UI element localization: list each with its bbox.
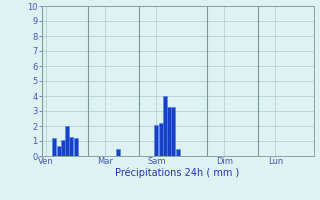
- Bar: [155, 124, 158, 156]
- Bar: [57, 146, 60, 156]
- Bar: [61, 140, 65, 156]
- Bar: [172, 106, 175, 156]
- Bar: [163, 96, 167, 156]
- Bar: [74, 138, 77, 156]
- Bar: [159, 123, 163, 156]
- Bar: [69, 137, 73, 156]
- X-axis label: Précipitations 24h ( mm ): Précipitations 24h ( mm ): [116, 168, 240, 178]
- Bar: [167, 106, 171, 156]
- Bar: [52, 138, 56, 156]
- Bar: [176, 148, 180, 156]
- Bar: [116, 148, 120, 156]
- Bar: [65, 126, 69, 156]
